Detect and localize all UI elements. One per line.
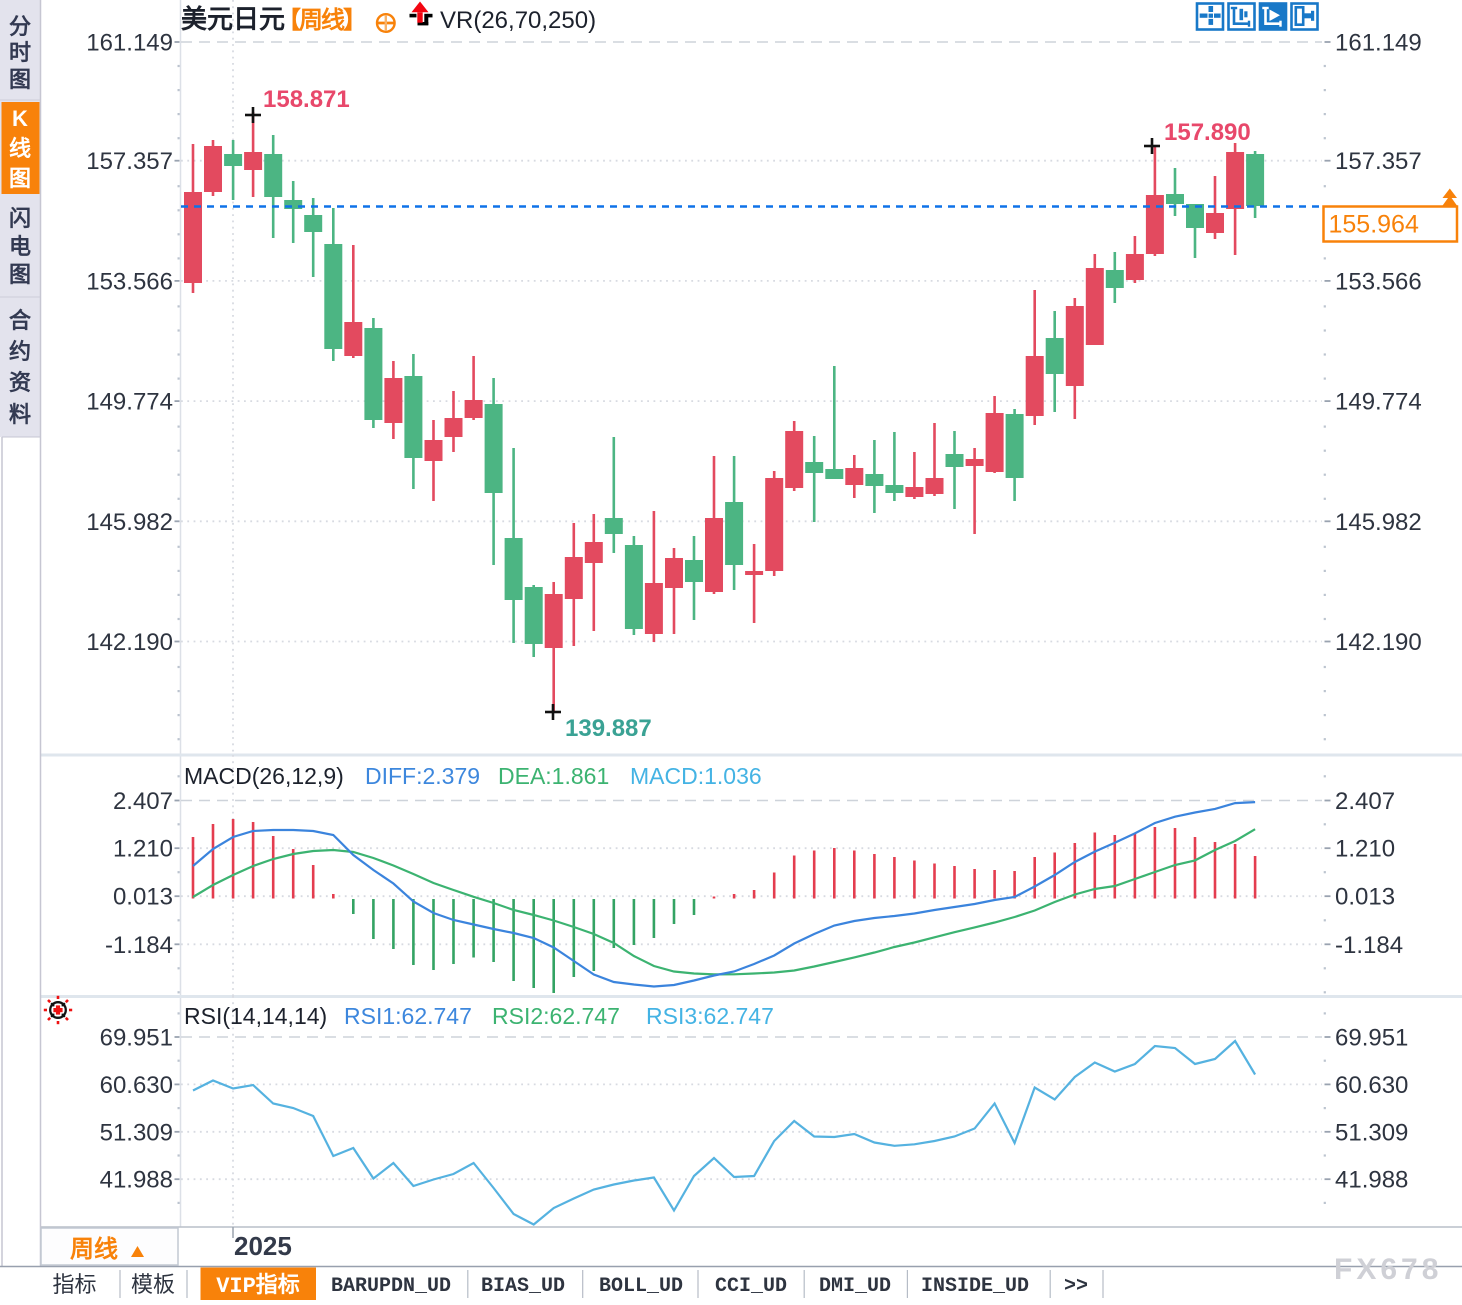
svg-text:K: K — [12, 106, 28, 131]
svg-text:0.013: 0.013 — [1335, 884, 1395, 911]
svg-text:DEA:1.861: DEA:1.861 — [498, 763, 609, 789]
svg-text:161.149: 161.149 — [86, 30, 173, 57]
svg-text:155.964: 155.964 — [1329, 211, 1419, 239]
svg-text:69.951: 69.951 — [1335, 1025, 1408, 1052]
svg-text:157.357: 157.357 — [86, 148, 173, 175]
svg-text:-1.184: -1.184 — [1335, 932, 1403, 959]
svg-text:DMI_UD: DMI_UD — [819, 1275, 891, 1298]
svg-text:2.407: 2.407 — [1335, 788, 1395, 815]
svg-text:资: 资 — [9, 370, 31, 395]
svg-text:2.407: 2.407 — [113, 788, 173, 815]
svg-text:BARUPDN_UD: BARUPDN_UD — [331, 1275, 451, 1298]
svg-text:FX678: FX678 — [1334, 1253, 1442, 1286]
svg-text:51.309: 51.309 — [1335, 1119, 1408, 1146]
svg-text:157.890: 157.890 — [1164, 119, 1251, 146]
svg-text:153.566: 153.566 — [86, 268, 173, 295]
svg-text:1.210: 1.210 — [113, 836, 173, 863]
svg-text:69.951: 69.951 — [100, 1025, 173, 1052]
svg-text:139.887: 139.887 — [565, 715, 652, 742]
svg-text:2025: 2025 — [234, 1231, 292, 1261]
svg-text:VIP指标: VIP指标 — [216, 1272, 300, 1299]
svg-text:RSI1:62.747: RSI1:62.747 — [344, 1003, 472, 1029]
svg-text:MACD:1.036: MACD:1.036 — [630, 763, 762, 789]
svg-text:145.982: 145.982 — [1335, 509, 1422, 536]
svg-text:VR(26,70,250): VR(26,70,250) — [440, 7, 596, 34]
svg-text:线: 线 — [9, 136, 31, 161]
svg-text:BIAS_UD: BIAS_UD — [481, 1275, 565, 1298]
svg-text:MACD(26,12,9): MACD(26,12,9) — [184, 763, 344, 789]
svg-text:合: 合 — [9, 308, 32, 333]
svg-text:60.630: 60.630 — [1335, 1072, 1408, 1099]
svg-text:RSI3:62.747: RSI3:62.747 — [646, 1003, 774, 1029]
svg-text:RSI2:62.747: RSI2:62.747 — [492, 1003, 620, 1029]
svg-text:>>: >> — [1064, 1275, 1088, 1298]
svg-text:153.566: 153.566 — [1335, 268, 1422, 295]
svg-text:41.988: 41.988 — [100, 1167, 173, 1194]
svg-text:料: 料 — [9, 402, 31, 427]
svg-text:【周线】: 【周线】 — [277, 7, 365, 34]
svg-text:BOLL_UD: BOLL_UD — [599, 1275, 683, 1298]
svg-text:0.013: 0.013 — [113, 884, 173, 911]
svg-text:149.774: 149.774 — [86, 389, 173, 416]
svg-text:149.774: 149.774 — [1335, 389, 1422, 416]
svg-text:图: 图 — [9, 166, 31, 191]
svg-text:142.190: 142.190 — [1335, 629, 1422, 656]
svg-text:指标: 指标 — [52, 1272, 96, 1297]
svg-text:41.988: 41.988 — [1335, 1167, 1408, 1194]
svg-text:模板: 模板 — [131, 1272, 175, 1297]
svg-text:CCI_UD: CCI_UD — [715, 1275, 787, 1298]
svg-text:1.210: 1.210 — [1335, 836, 1395, 863]
svg-text:145.982: 145.982 — [86, 509, 173, 536]
svg-text:60.630: 60.630 — [100, 1072, 173, 1099]
svg-text:INSIDE_UD: INSIDE_UD — [921, 1275, 1029, 1298]
svg-text:时: 时 — [9, 40, 31, 65]
svg-text:RSI(14,14,14): RSI(14,14,14) — [184, 1003, 327, 1029]
svg-text:图: 图 — [9, 67, 31, 92]
svg-text:图: 图 — [9, 262, 31, 287]
svg-text:电: 电 — [9, 234, 31, 259]
svg-text:142.190: 142.190 — [86, 629, 173, 656]
svg-text:51.309: 51.309 — [100, 1119, 173, 1146]
svg-text:美元日元: 美元日元 — [181, 4, 285, 34]
svg-text:161.149: 161.149 — [1335, 30, 1422, 57]
svg-text:157.357: 157.357 — [1335, 148, 1422, 175]
svg-text:周线: 周线 — [70, 1236, 118, 1263]
svg-text:分: 分 — [9, 14, 31, 39]
svg-text:-1.184: -1.184 — [105, 932, 173, 959]
svg-text:约: 约 — [9, 339, 31, 364]
svg-text:158.871: 158.871 — [263, 86, 350, 113]
svg-text:闪: 闪 — [9, 206, 31, 231]
svg-text:DIFF:2.379: DIFF:2.379 — [365, 763, 480, 789]
